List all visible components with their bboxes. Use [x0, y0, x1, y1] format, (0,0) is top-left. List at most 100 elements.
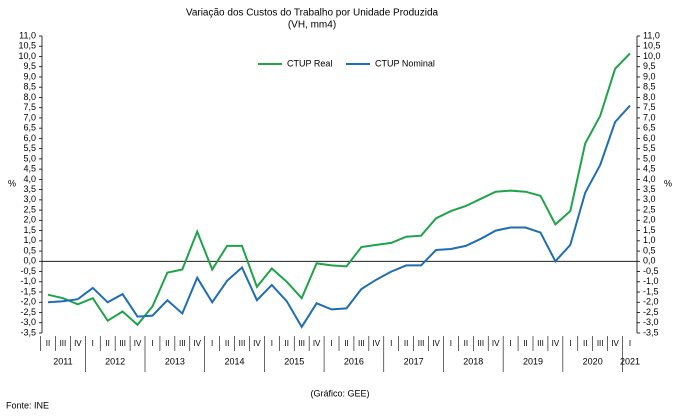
y2-tick-label: -3,5: [643, 327, 659, 337]
y-tick-label: 10,0: [18, 51, 36, 61]
x-tick-label: II: [523, 339, 527, 348]
y2-tick-label: 7,0: [643, 112, 656, 122]
y-tick-label: 1,5: [23, 225, 36, 235]
y2-tick-label: 1,0: [643, 235, 656, 245]
x-tick-label: III: [60, 339, 67, 348]
y-tick-label: 6,5: [23, 123, 36, 133]
y-tick-label: -2,5: [20, 307, 36, 317]
y-tick-label: 0,0: [23, 256, 36, 266]
y-tick-label: -0,5: [20, 266, 36, 276]
y2-tick-label: -1,0: [643, 276, 659, 286]
x-tick-label: I: [390, 339, 392, 348]
y-tick-label: 6,0: [23, 133, 36, 143]
x-year-label: 2016: [344, 356, 364, 366]
y-tick-label: -1,0: [20, 276, 36, 286]
y2-tick-label: 9,0: [643, 71, 656, 81]
y2-tick-label: 3,5: [643, 184, 656, 194]
x-tick-label: IV: [313, 339, 321, 348]
y-tick-label: -2,0: [20, 297, 36, 307]
x-tick-label: III: [537, 339, 544, 348]
y-tick-label: 8,5: [23, 82, 36, 92]
y2-tick-label: 6,0: [643, 133, 656, 143]
x-tick-label: IV: [74, 339, 82, 348]
legend-label: CTUP Nominal: [375, 58, 435, 68]
x-tick-label: IV: [492, 339, 500, 348]
x-year-label: 2015: [284, 356, 304, 366]
y2-tick-label: -2,5: [643, 307, 659, 317]
y2-tick-label: 11,0: [643, 30, 660, 40]
x-tick-label: I: [509, 339, 511, 348]
y2-tick-label: -3,0: [643, 317, 659, 327]
series-line: [47, 52, 631, 327]
series-line: [47, 104, 631, 329]
y2-tick-label: 1,5: [643, 225, 656, 235]
y-tick-label: 4,0: [23, 174, 36, 184]
x-tick-label: III: [298, 339, 305, 348]
x-tick-label: III: [597, 339, 604, 348]
y2-tick-label: 3,0: [643, 194, 656, 204]
y2-tick-label: 7,5: [643, 102, 656, 112]
x-tick-label: IV: [552, 339, 560, 348]
y-axis-label: %: [8, 178, 16, 188]
y-tick-label: 11,0: [19, 30, 36, 40]
y-tick-label: 1,0: [23, 235, 36, 245]
x-tick-label: IV: [373, 339, 381, 348]
x-tick-label: III: [418, 339, 425, 348]
x-tick-label: III: [239, 339, 246, 348]
x-tick-label: IV: [611, 339, 619, 348]
y2-tick-label: 0,0: [643, 256, 656, 266]
x-tick-label: I: [330, 339, 332, 348]
x-tick-label: II: [225, 339, 229, 348]
x-tick-label: II: [165, 339, 169, 348]
x-tick-label: II: [344, 339, 348, 348]
y-tick-label: 9,0: [23, 71, 36, 81]
y2-tick-label: 8,5: [643, 82, 656, 92]
x-tick-label: I: [271, 339, 273, 348]
x-year-label: 2014: [225, 356, 245, 366]
y-tick-label: 7,5: [23, 102, 36, 112]
y2-tick-label: 2,0: [643, 215, 656, 225]
y2-tick-label: -2,0: [643, 297, 659, 307]
x-tick-label: II: [46, 339, 50, 348]
y-tick-label: 7,0: [23, 112, 36, 122]
x-tick-label: III: [179, 339, 186, 348]
x-tick-label: II: [285, 339, 289, 348]
y-tick-label: 3,5: [23, 184, 36, 194]
y2-tick-label: -0,5: [643, 266, 659, 276]
x-tick-label: IV: [193, 339, 201, 348]
x-tick-label: I: [569, 339, 571, 348]
y2-tick-label: 9,5: [643, 61, 656, 71]
y-tick-label: 8,0: [23, 92, 36, 102]
chart-subtitle: (VH, mm4): [288, 20, 336, 31]
x-tick-label: IV: [432, 339, 440, 348]
y2-tick-label: 8,0: [643, 92, 656, 102]
chart-title: Variação dos Custos do Trabalho por Unid…: [186, 8, 439, 19]
x-year-label: 2011: [53, 356, 72, 366]
y-tick-label: 10,5: [18, 41, 36, 51]
y2-tick-label: 4,5: [643, 164, 656, 174]
x-year-label: 2021: [620, 356, 640, 366]
y2-axis-label: %: [664, 178, 672, 188]
x-year-label: 2020: [583, 356, 603, 366]
y2-tick-label: 5,0: [643, 153, 656, 163]
x-year-label: 2019: [523, 356, 543, 366]
y-tick-label: 2,5: [23, 204, 36, 214]
y2-tick-label: 10,0: [643, 51, 661, 61]
x-tick-label: IV: [134, 339, 142, 348]
x-year-label: 2012: [105, 356, 125, 366]
x-tick-label: II: [105, 339, 109, 348]
x-tick-label: II: [464, 339, 468, 348]
y-tick-label: -3,5: [20, 327, 36, 337]
note: (Gráfico: GEE): [310, 388, 369, 398]
y-tick-label: 5,0: [23, 153, 36, 163]
x-tick-label: II: [404, 339, 408, 348]
legend-label: CTUP Real: [287, 58, 332, 68]
x-year-label: 2017: [404, 356, 424, 366]
x-year-label: 2018: [463, 356, 483, 366]
y-tick-label: -1,5: [20, 286, 36, 296]
y-tick-label: 3,0: [23, 194, 36, 204]
x-year-label: 2013: [165, 356, 185, 366]
y-tick-label: -3,0: [20, 317, 36, 327]
y2-tick-label: 6,5: [643, 123, 656, 133]
